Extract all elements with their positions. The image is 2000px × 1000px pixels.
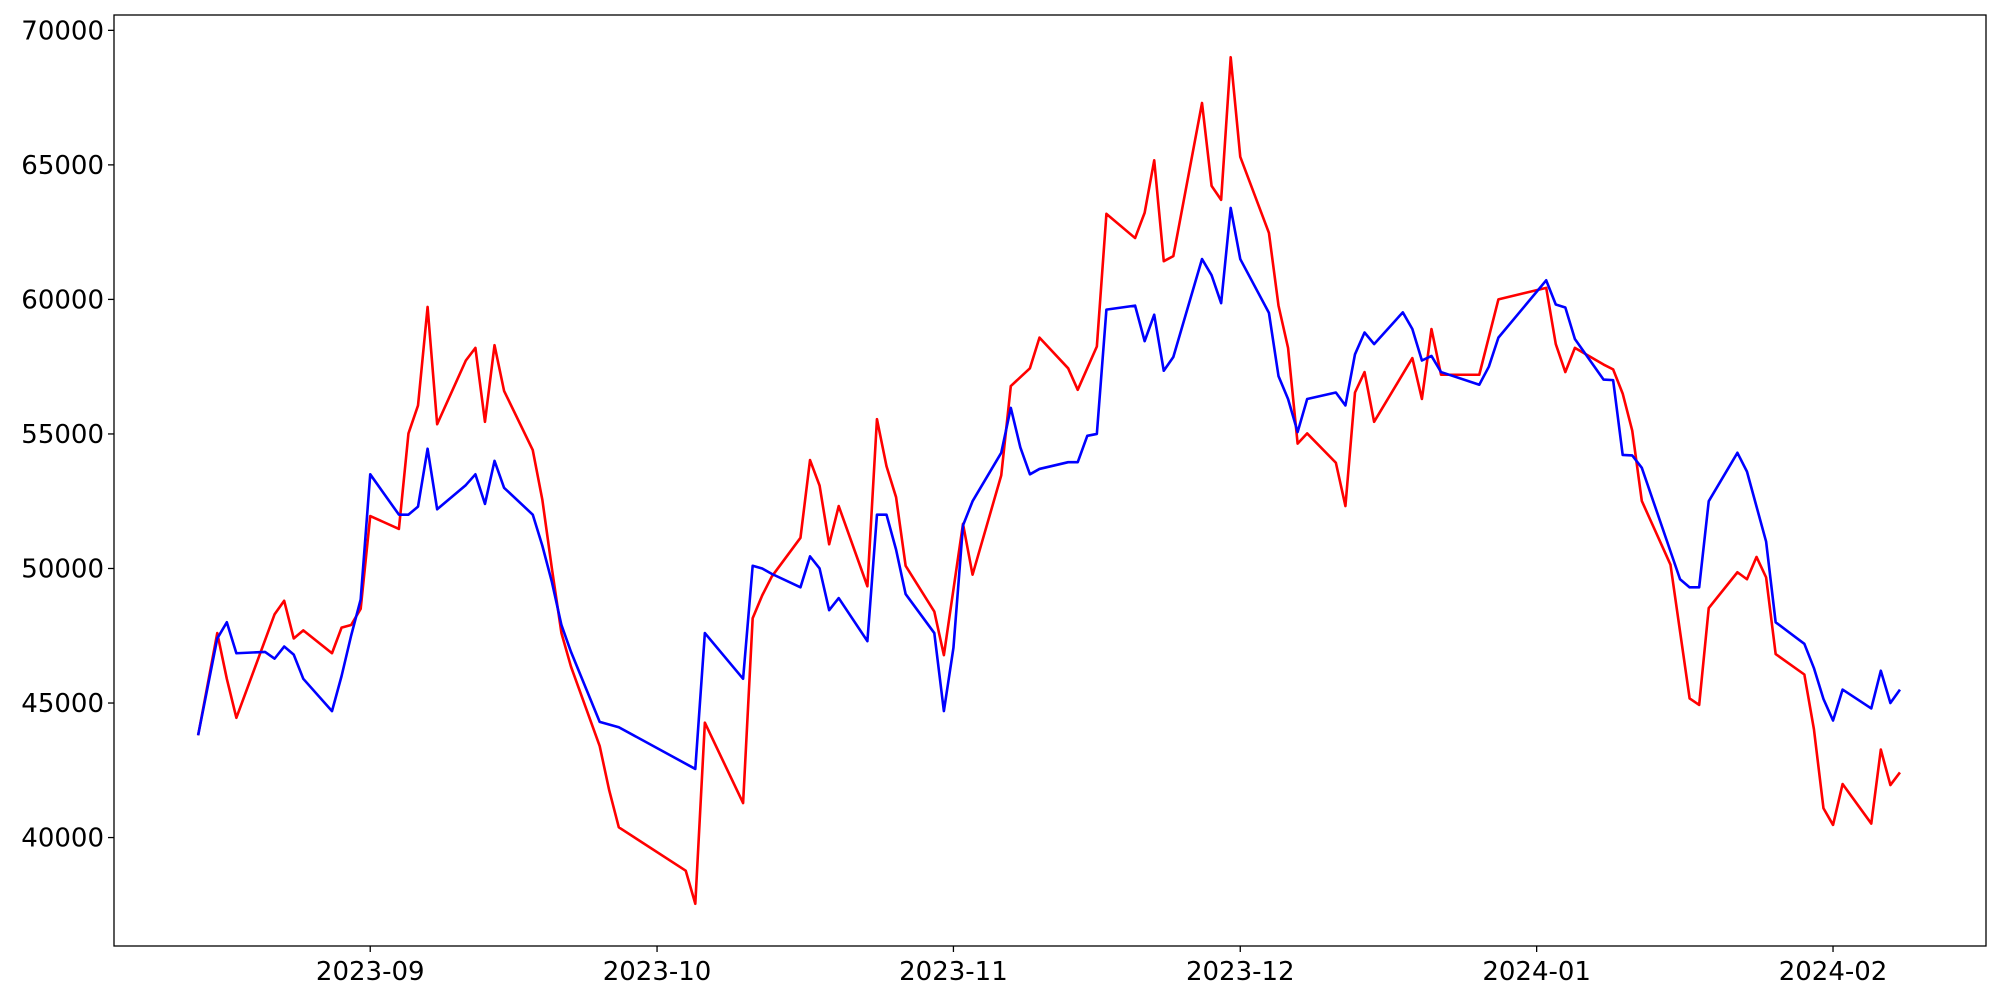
y-tick-label: 55000: [21, 420, 104, 450]
x-tick-label: 2023-10: [603, 957, 712, 987]
y-tick-label: 50000: [21, 554, 104, 584]
y-tick-label: 40000: [21, 824, 104, 854]
x-tick-label: 2023-12: [1186, 957, 1295, 987]
x-tick-label: 2023-09: [316, 957, 425, 987]
line-series: [196, 206, 1902, 771]
x-tick-label: 2023-11: [899, 957, 1008, 987]
plot-frame: [113, 14, 1987, 947]
y-tick-label: 65000: [21, 151, 104, 181]
y-tick-label: 45000: [21, 689, 104, 719]
y-tick-label: 70000: [21, 16, 104, 46]
line-series: [196, 55, 1901, 906]
x-tick-label: 2024-01: [1482, 957, 1591, 987]
x-tick-label: 2024-02: [1779, 957, 1888, 987]
y-tick-label: 60000: [21, 285, 104, 315]
